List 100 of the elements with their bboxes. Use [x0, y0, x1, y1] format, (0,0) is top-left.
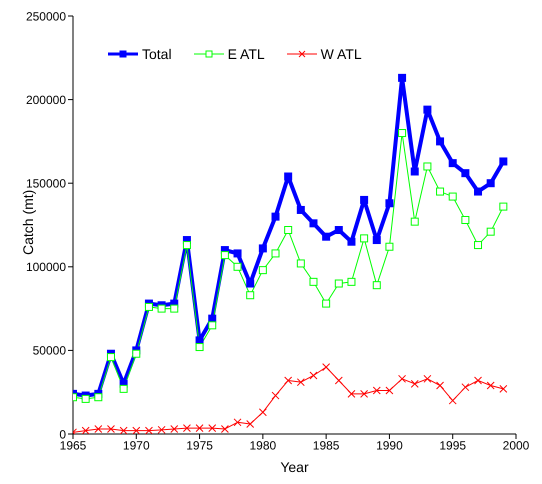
point	[284, 226, 292, 234]
point	[486, 382, 495, 390]
point	[436, 137, 444, 146]
point	[486, 228, 495, 236]
point	[347, 238, 356, 246]
point	[182, 241, 191, 250]
point	[461, 383, 470, 392]
point	[182, 424, 191, 432]
x-tick-label: 1975	[186, 438, 214, 453]
point	[144, 302, 153, 311]
point	[398, 374, 406, 383]
point	[144, 426, 153, 434]
legend-label: E ATL	[228, 46, 265, 62]
point	[196, 343, 204, 352]
point	[196, 424, 204, 432]
y-tick-label: 100000	[26, 260, 66, 274]
x-tick-label: 2000	[502, 438, 530, 453]
point	[410, 380, 419, 388]
point	[120, 384, 128, 393]
point	[499, 157, 508, 166]
point	[474, 376, 482, 384]
legend-label: Total	[142, 46, 172, 62]
point	[94, 393, 102, 402]
point	[385, 386, 394, 395]
point	[334, 376, 343, 384]
point	[158, 426, 166, 434]
point	[423, 374, 432, 383]
point	[347, 390, 356, 398]
point	[410, 167, 419, 176]
point	[82, 394, 90, 403]
x-tick-label: 1985	[312, 438, 340, 453]
x-tick-label: 1965	[60, 438, 87, 453]
y-tick-label: 150000	[26, 176, 66, 190]
point	[220, 251, 229, 260]
point	[474, 241, 482, 250]
point	[385, 242, 394, 251]
point	[94, 424, 102, 433]
point	[208, 424, 216, 432]
x-tick-label: 1995	[439, 438, 466, 453]
point	[170, 424, 178, 433]
y-axis-title: Catch (mt)	[20, 190, 36, 255]
point	[234, 249, 242, 258]
point	[132, 350, 140, 358]
y-tick-label: 50000	[32, 344, 66, 358]
point	[474, 188, 482, 196]
point	[272, 392, 280, 400]
point	[82, 426, 90, 434]
point	[499, 202, 508, 211]
point	[499, 384, 508, 393]
point	[334, 280, 343, 288]
point	[410, 218, 419, 226]
point	[234, 262, 242, 271]
point	[132, 426, 140, 434]
point	[246, 291, 254, 300]
point	[436, 188, 444, 196]
point	[461, 169, 470, 178]
legend-label: W ATL	[320, 46, 362, 62]
point	[246, 420, 254, 428]
point	[372, 386, 381, 395]
point	[347, 278, 356, 286]
point	[208, 321, 216, 330]
point	[486, 179, 495, 188]
point	[398, 129, 406, 138]
point	[423, 162, 432, 170]
point	[106, 424, 115, 433]
y-tick-label: 200000	[26, 92, 66, 107]
point	[158, 304, 166, 313]
point	[296, 378, 305, 386]
y-tick-label: 250000	[26, 9, 66, 24]
point	[372, 281, 381, 290]
point	[322, 300, 330, 308]
point	[272, 249, 280, 258]
point	[322, 232, 330, 241]
point	[360, 234, 368, 242]
point	[170, 304, 178, 313]
point	[258, 266, 267, 274]
point	[220, 424, 229, 433]
point	[360, 196, 368, 204]
point	[258, 244, 267, 252]
x-tick-label: 1980	[250, 438, 277, 453]
point	[385, 199, 394, 208]
point	[272, 212, 280, 221]
point	[322, 363, 330, 372]
point	[106, 353, 115, 362]
x-tick-label: 1990	[376, 438, 404, 453]
point	[423, 106, 432, 114]
point	[334, 226, 343, 234]
point	[309, 219, 318, 228]
point	[120, 426, 128, 434]
point	[284, 172, 292, 181]
point	[296, 259, 305, 268]
point	[398, 74, 406, 82]
point	[448, 192, 457, 201]
x-tick-label: 1970	[122, 438, 150, 453]
point	[309, 278, 318, 286]
point	[246, 280, 254, 288]
point	[309, 371, 318, 380]
point	[234, 418, 242, 426]
point	[448, 396, 457, 405]
point	[448, 159, 457, 168]
